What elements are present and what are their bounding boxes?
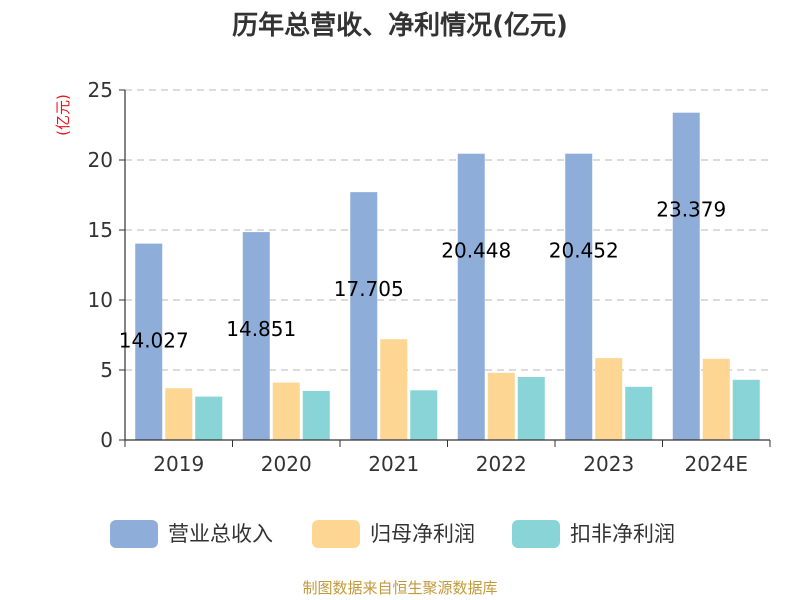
bar <box>410 390 438 440</box>
legend-item[interactable]: 归母净利润 <box>312 520 475 548</box>
bar <box>165 388 193 440</box>
chart-title: 历年总营收、净利情况(亿元) <box>232 10 568 41</box>
data-label: 20.448 <box>441 239 511 263</box>
bar <box>242 232 270 440</box>
x-axis: 2019 2020 2021 2022 2023 2024E <box>124 439 771 476</box>
legend-label: 营业总收入 <box>168 522 273 546</box>
data-label: 23.379 <box>656 198 726 222</box>
bar <box>565 153 593 440</box>
bars <box>135 112 760 440</box>
data-label: 20.452 <box>549 239 619 263</box>
bar <box>732 379 760 440</box>
data-label: 14.851 <box>226 317 296 341</box>
y-tick-label: 10 <box>88 288 113 312</box>
bar <box>672 112 700 440</box>
bar <box>625 386 653 440</box>
bar <box>350 192 378 440</box>
bar <box>702 358 730 440</box>
x-tick-label: 2019 <box>153 452 204 476</box>
bar <box>135 243 163 440</box>
y-tick-label: 0 <box>100 428 113 452</box>
bar <box>487 372 515 440</box>
y-tick-label: 25 <box>88 78 113 102</box>
data-label: 14.027 <box>119 329 189 353</box>
y-tick-label: 15 <box>88 218 113 242</box>
bar <box>595 358 623 440</box>
y-axis: 0 5 10 15 20 25 <box>88 78 126 452</box>
x-tick-label: 2023 <box>583 452 634 476</box>
legend-item[interactable]: 扣非净利润 <box>512 520 675 548</box>
bar <box>195 396 223 440</box>
legend-label: 归母净利润 <box>370 522 475 546</box>
x-tick-label: 2022 <box>476 452 527 476</box>
bar <box>302 391 330 440</box>
bar <box>457 153 485 440</box>
legend-label: 扣非净利润 <box>570 522 675 546</box>
bar <box>272 382 300 440</box>
legend-swatch <box>110 520 158 548</box>
legend-swatch <box>512 520 560 548</box>
y-tick-label: 20 <box>88 148 113 172</box>
legend-item[interactable]: 营业总收入 <box>110 520 273 548</box>
y-tick-label: 5 <box>100 358 113 382</box>
data-label: 17.705 <box>334 277 404 301</box>
y-axis-unit: (亿元) <box>54 94 72 136</box>
bar <box>517 377 545 440</box>
x-tick-label: 2020 <box>261 452 312 476</box>
bar <box>380 339 408 440</box>
legend[interactable]: 营业总收入 归母净利润 扣非净利润 <box>110 520 675 548</box>
x-tick-label: 2024E <box>684 452 748 476</box>
legend-swatch <box>312 520 360 548</box>
x-tick-label: 2021 <box>368 452 419 476</box>
source-note: 制图数据来自恒生聚源数据库 <box>302 579 497 597</box>
data-labels: 14.027 14.851 17.705 20.448 20.452 23.379 <box>119 198 726 353</box>
